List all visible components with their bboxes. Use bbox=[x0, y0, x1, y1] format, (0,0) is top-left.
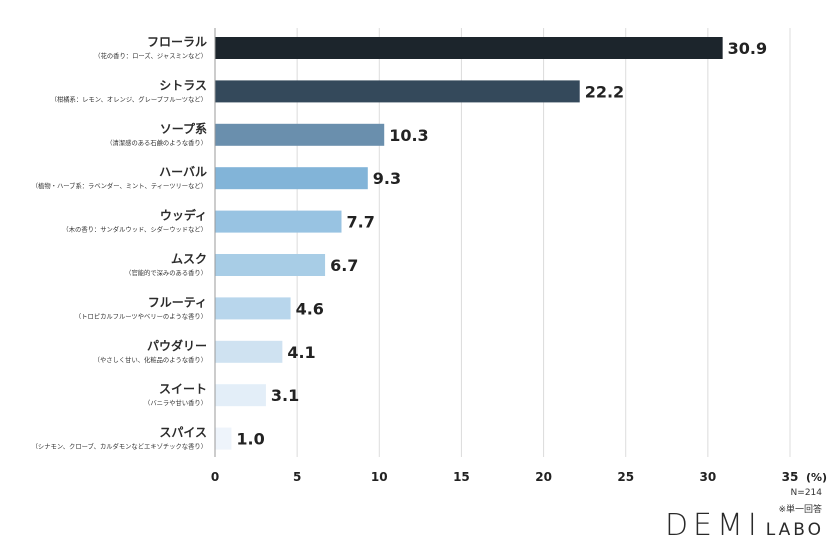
bar bbox=[215, 384, 266, 407]
brand-logo-sub: LABO bbox=[765, 520, 824, 540]
x-axis-unit: (%) bbox=[806, 471, 827, 484]
bar bbox=[215, 80, 580, 103]
category-sublabel: （柑橘系：レモン、オレンジ、グレープフルーツなど） bbox=[51, 94, 207, 103]
category-sublabel: （トロピカルフルーツやベリーのような香り） bbox=[75, 311, 207, 320]
x-tick-label: 25 bbox=[617, 470, 634, 484]
bar-value-label: 4.6 bbox=[296, 299, 324, 318]
x-axis-ticks: 0 5 10 15 20 25 30 35 bbox=[211, 470, 799, 484]
category-label: ソープ系 bbox=[160, 121, 207, 136]
bar-value-label: 9.3 bbox=[373, 169, 401, 188]
category-label: ハーバル bbox=[159, 165, 207, 179]
bar bbox=[215, 297, 291, 320]
x-tick-label: 30 bbox=[700, 470, 717, 484]
bar-value-label: 10.3 bbox=[389, 126, 428, 145]
category-sublabel: （花の香り：ローズ、ジャスミンなど） bbox=[94, 51, 207, 60]
category-sublabel: （シナモン、クローブ、カルダモンなどエキゾチックな香り） bbox=[32, 442, 207, 451]
category-label: ウッディ bbox=[160, 208, 207, 223]
category-sublabel: （やさしく甘い、化粧品のような香り） bbox=[94, 355, 207, 364]
category-sublabel: （木の香り：サンダルウッド、シダーウッドなど） bbox=[62, 225, 207, 234]
category-label: スパイス bbox=[159, 426, 207, 440]
bar-value-label: 6.7 bbox=[330, 256, 358, 275]
bar-value-label: 1.0 bbox=[236, 430, 264, 449]
bar-value-label: 30.9 bbox=[728, 39, 767, 58]
bar bbox=[215, 123, 385, 146]
brand-logo-main: DEMI bbox=[664, 508, 762, 543]
category-label: フローラル bbox=[147, 35, 207, 49]
bar bbox=[215, 210, 342, 233]
category-label: スイート bbox=[159, 382, 207, 396]
category-sublabel: （バニラや甘い香り） bbox=[144, 398, 207, 407]
bar bbox=[215, 340, 283, 363]
bar-value-label: 7.7 bbox=[347, 213, 375, 232]
category-labels: フローラル （花の香り：ローズ、ジャスミンなど） シトラス （柑橘系：レモン、オレンジ… bbox=[32, 35, 207, 451]
sample-size-note: N=214 bbox=[790, 488, 822, 498]
value-labels: 30.9 22.2 10.3 9.3 7.7 6.7 4.6 4.1 3.1 1.0 bbox=[236, 39, 767, 449]
x-tick-label: 10 bbox=[371, 470, 388, 484]
bars bbox=[215, 37, 723, 450]
x-tick-label: 20 bbox=[535, 470, 552, 484]
x-tick-label: 15 bbox=[453, 470, 470, 484]
x-tick-label: 5 bbox=[293, 470, 301, 484]
bar-value-label: 4.1 bbox=[287, 343, 315, 362]
category-sublabel: （植物・ハーブ系：ラベンダー、ミント、ティーツリーなど） bbox=[32, 181, 207, 190]
category-sublabel: （官能的で深みのある香り） bbox=[125, 268, 207, 277]
category-label: ムスク bbox=[171, 252, 207, 266]
x-tick-label: 0 bbox=[211, 470, 219, 484]
category-label: シトラス bbox=[159, 78, 207, 92]
category-sublabel: （清潔感のある石鹸のような香り） bbox=[106, 138, 207, 147]
bar bbox=[215, 427, 232, 450]
bar bbox=[215, 37, 723, 59]
x-tick-label: 35 bbox=[782, 470, 799, 484]
bar bbox=[215, 167, 368, 190]
category-label: パウダリー bbox=[147, 338, 207, 353]
category-label: フルーティ bbox=[148, 295, 207, 309]
brand-logo: DEMI LABO bbox=[665, 508, 824, 543]
bar-value-label: 22.2 bbox=[585, 82, 624, 101]
bar-value-label: 3.1 bbox=[271, 386, 299, 405]
answer-type-note: ※単一回答 bbox=[778, 505, 822, 515]
bar bbox=[215, 254, 326, 276]
